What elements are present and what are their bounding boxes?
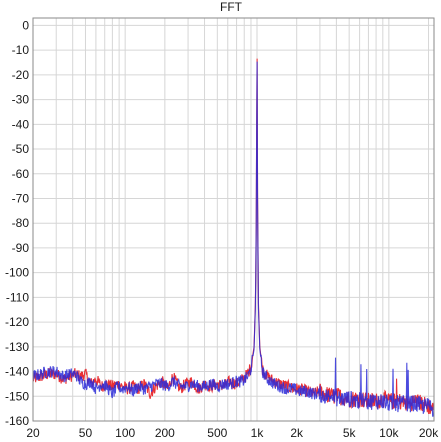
x-tick-label: 20	[26, 426, 40, 440]
x-tick-label: 20k	[419, 426, 439, 440]
y-tick-label: -160	[5, 414, 29, 428]
x-tick-label: 100	[115, 426, 135, 440]
x-tick-label: 2k	[290, 426, 304, 440]
x-tick-label: 500	[207, 426, 227, 440]
x-tick-label: 1k	[251, 426, 265, 440]
y-tick-label: -80	[12, 216, 30, 230]
y-tick-label: -60	[12, 167, 30, 181]
y-tick-label: -120	[5, 315, 29, 329]
y-tick-label: -50	[12, 142, 30, 156]
grid	[32, 18, 434, 422]
y-tick-label: -20	[12, 68, 30, 82]
y-tick-label: -40	[12, 117, 30, 131]
y-tick-label: 0	[22, 18, 29, 32]
chart-title: FFT	[220, 0, 243, 14]
y-axis: 0 -10 -20 -30 -40 -50 -60 -70 -80 -90 -100 -110 -120…	[5, 18, 29, 428]
series-layer	[33, 58, 434, 417]
y-tick-label: -10	[12, 43, 30, 57]
y-tick-label: -110	[6, 290, 29, 304]
x-tick-label: 200	[155, 426, 175, 440]
y-tick-label: -140	[5, 365, 29, 379]
y-tick-label: -30	[12, 93, 30, 107]
y-tick-label: -100	[5, 266, 29, 280]
y-tick-label: -130	[5, 340, 29, 354]
y-tick-label: -70	[12, 191, 30, 205]
x-axis: 20 50 100 200 500 1k 2k 5k 10k 20k	[26, 426, 439, 440]
x-tick-label: 10k	[379, 426, 399, 440]
x-tick-label: 50	[79, 426, 93, 440]
series-line	[33, 61, 434, 417]
plot-frame	[32, 17, 435, 422]
x-tick-label: 5k	[343, 426, 357, 440]
y-tick-label: -90	[12, 241, 30, 255]
y-tick-label: -150	[5, 389, 29, 403]
